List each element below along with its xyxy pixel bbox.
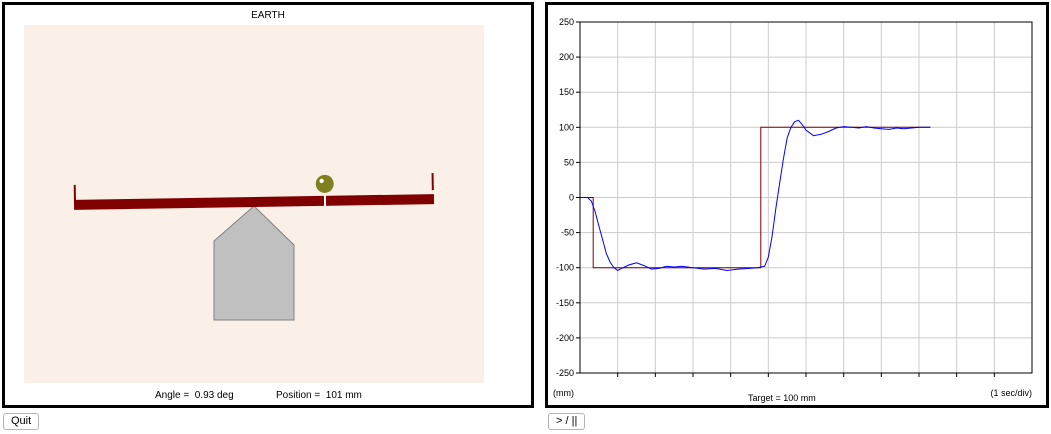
position-readout: Position = 101 mm [276,390,362,401]
y-tick-label: -250 [556,368,574,378]
y-tick-label: 250 [559,17,574,27]
angle-readout: Angle = 0.93 deg [155,390,234,401]
time-scale-label: (1 sec/div) [990,388,1032,398]
beam [73,194,435,210]
y-tick-label: 200 [559,52,574,62]
simulation-panel: EARTH Angle = 0.93 deg Position = 101 mm [2,2,534,408]
fulcrum-support [213,205,295,321]
beam-left-stop [73,184,76,202]
target-label: Target = 100 mm [748,393,816,403]
y-tick-label: -100 [556,263,574,273]
play-pause-button[interactable]: > / || [548,413,586,430]
y-units-label: (mm) [553,388,574,398]
ball-position-marker [323,194,327,206]
position-plot-panel: 250 200 150 100 50 0 -50 -100 -150 -200 -250 (mm) … [545,2,1049,408]
y-tick-label: 150 [559,87,574,97]
y-tick-label: -200 [556,333,574,343]
beam-assembly [73,173,435,210]
y-tick-label: 50 [564,157,574,167]
y-tick-label: -150 [556,298,574,308]
y-axis-ticks: 250 200 150 100 50 0 -50 -100 -150 -200 -250 [556,17,580,378]
quit-button[interactable]: Quit [3,413,40,430]
y-tick-label: 0 [569,193,574,203]
position-chart: 250 200 150 100 50 0 -50 -100 -150 -200 -250 [556,17,1033,378]
chart-series [580,119,931,272]
x-axis-ticks [617,373,995,377]
simulation-canvas [24,25,484,383]
ball-highlight [319,178,324,184]
planet-title: EARTH [251,10,285,21]
plot-frame [579,21,1033,374]
chart-grid [580,22,1032,373]
y-tick-label: 100 [559,122,574,132]
target-position-line [580,126,931,269]
ball-position-line [580,119,931,272]
beam-right-stop [431,173,434,191]
y-tick-label: -50 [561,228,574,238]
